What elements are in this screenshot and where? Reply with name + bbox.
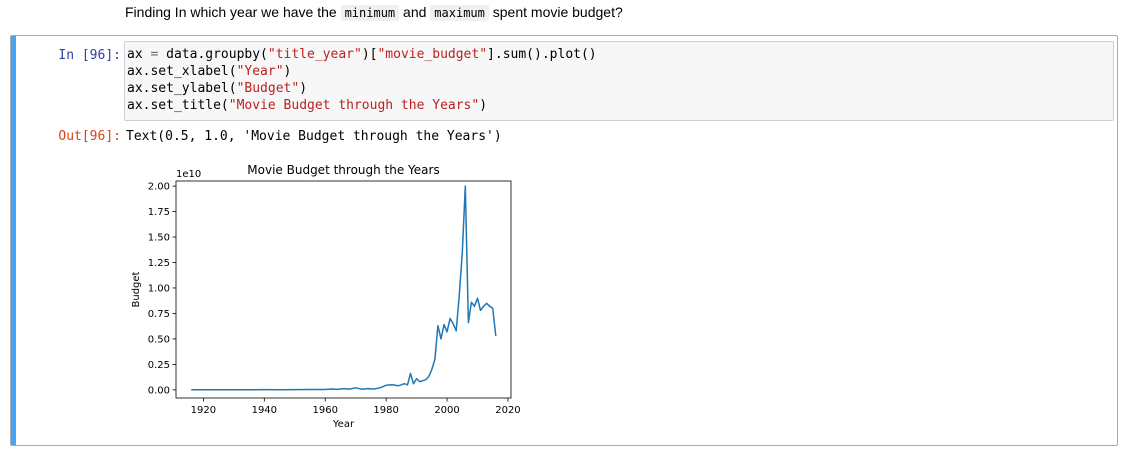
output-prompt: Out[96]: — [58, 129, 121, 144]
code-token: = — [150, 47, 159, 62]
code-token: ) — [283, 64, 292, 79]
input-prompt: In [96]: — [58, 48, 121, 63]
code-line: ax = data.groupby("title_year")["movie_b… — [127, 46, 1113, 63]
inline-code-maximum: maximum — [430, 5, 489, 21]
markdown-prefix: Finding In which year we have the — [125, 4, 337, 20]
markdown-suffix: spent movie budget? — [492, 4, 623, 20]
code-token: ].sum().plot() — [487, 47, 597, 62]
code-token: ax.set_xlabel( — [127, 64, 237, 79]
inline-code-minimum: minimum — [340, 5, 400, 21]
code-token: "Budget" — [236, 81, 300, 96]
code-token: ax — [127, 47, 151, 62]
code-line: ax.set_xlabel("Year") — [127, 63, 1113, 80]
code-token: "title_year" — [267, 47, 362, 62]
code-token: ) — [299, 81, 308, 96]
markdown-text: Finding In which year we have the minimu… — [125, 3, 623, 22]
markdown-mid: and — [403, 4, 427, 20]
cell-selection-bar — [11, 36, 16, 445]
code-token: )[ — [361, 47, 378, 62]
code-line: ax.set_title("Movie Budget through the Y… — [127, 97, 1113, 114]
code-editor[interactable]: ax = data.groupby("title_year")["movie_b… — [124, 41, 1114, 121]
code-token: "movie_budget" — [377, 47, 488, 62]
code-token: ax.set_title( — [127, 98, 229, 113]
code-token: "Movie Budget through the Years" — [228, 98, 480, 113]
output-text: Text(0.5, 1.0, 'Movie Budget through the… — [126, 129, 502, 144]
code-line: ax.set_ylabel("Budget") — [127, 80, 1113, 97]
code-token: "Year" — [236, 64, 284, 79]
code-token: ) — [479, 98, 488, 113]
notebook-code-cell[interactable]: In [96]: ax = data.groupby("title_year")… — [10, 35, 1118, 446]
code-token: ax.set_ylabel( — [127, 81, 237, 96]
code-token: data.groupby( — [158, 47, 268, 62]
